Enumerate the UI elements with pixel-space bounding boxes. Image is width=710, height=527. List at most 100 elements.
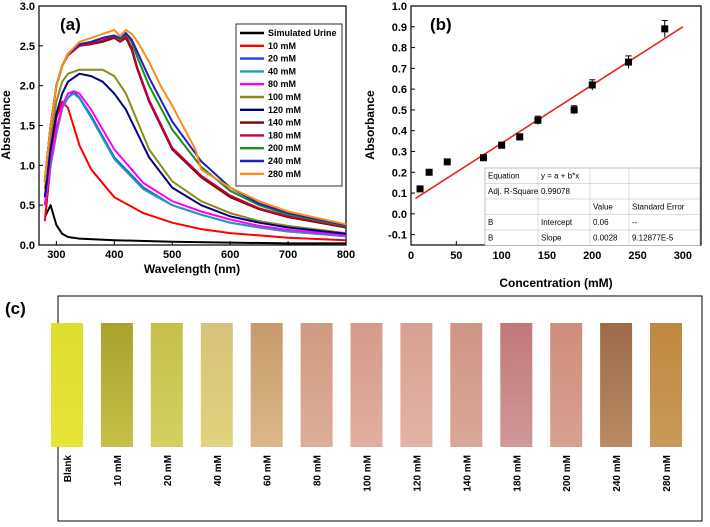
fit-table-cell: 0.06 — [593, 218, 609, 227]
b-xtick-label: 250 — [628, 250, 646, 262]
series-line — [43, 72, 347, 235]
test-strip — [650, 323, 682, 447]
fit-table-cell: Standard Error — [632, 203, 685, 212]
data-point — [661, 25, 669, 33]
data-point — [416, 185, 424, 193]
strip-label: 100 mM — [363, 455, 374, 492]
test-strip — [250, 323, 283, 447]
b-xtick-label: 150 — [538, 250, 556, 262]
fit-table-cell: B — [488, 218, 493, 227]
b-ytick-label: 0.9 — [392, 22, 407, 34]
legend-entry: 120 mM — [268, 105, 301, 115]
data-point — [498, 141, 506, 149]
test-strip — [51, 323, 83, 447]
strip-label: 20 mM — [163, 455, 174, 486]
fit-table-cell: Slope — [541, 234, 562, 243]
b-ytick-label: 0.4 — [392, 126, 408, 138]
b-xtick-label: 200 — [583, 250, 601, 262]
test-strip — [450, 323, 483, 447]
fit-table-cell: 9.12877E-5 — [632, 234, 674, 243]
a-xtick-label: 600 — [221, 249, 239, 261]
test-strip — [150, 323, 183, 447]
panel-a-label: (a) — [60, 15, 81, 34]
test-strip — [550, 323, 583, 447]
panel-b-label: (b) — [430, 15, 452, 34]
b-ytick-label: 0.5 — [392, 105, 407, 117]
panel-a-xlabel: Wavelength (nm) — [144, 262, 240, 276]
test-strip — [600, 323, 633, 447]
data-point — [534, 116, 542, 124]
strip-label: Blank — [63, 455, 74, 483]
strip-label: 240 mM — [612, 455, 623, 492]
panel-b-calibration-chart: (b) 0 50 100 150 200 250 300 -0.1 0.0 0.1 0.2 0.3 0… — [363, 1, 702, 290]
b-ytick-label: 0.6 — [392, 84, 407, 96]
fit-line — [415, 26, 684, 200]
b-ytick-label: 1.0 — [392, 1, 407, 13]
b-ytick-label: 0.2 — [392, 167, 407, 179]
b-xtick-label: 50 — [450, 250, 462, 262]
a-ytick-label: 0.5 — [20, 200, 35, 212]
series-line — [43, 90, 347, 237]
b-ytick-label: 0.8 — [392, 43, 407, 55]
b-ytick-label: 0.3 — [392, 146, 407, 158]
a-ytick-label: 3.0 — [20, 1, 35, 13]
legend-entry: 20 mM — [268, 54, 296, 64]
panel-a-ylabel: Absorbance — [0, 90, 13, 160]
b-xtick-label: 0 — [408, 250, 414, 262]
test-strip — [500, 323, 533, 447]
strip-label: 280 mM — [662, 455, 673, 492]
strip-label: 180 mM — [512, 455, 523, 492]
data-point — [425, 168, 433, 176]
fit-table-cell: 0.0028 — [593, 234, 618, 243]
panel-c-test-strips: (c) Blank 10 mM 20 mM 40 mM 60 mM 80 mM 100 mM… — [5, 295, 703, 522]
b-ytick-label: 0.7 — [392, 63, 407, 75]
fit-table-cell: -- — [632, 218, 638, 227]
data-point — [480, 154, 487, 162]
a-xtick-label: 700 — [279, 249, 297, 261]
legend-entry: 240 mM — [268, 156, 301, 166]
fit-table-cell: 0.99078 — [541, 187, 570, 196]
legend-entry: 200 mM — [268, 143, 301, 153]
fit-table-cell: y = a + b*x — [541, 172, 579, 181]
legend-entry: 280 mM — [268, 169, 301, 179]
panel-b-ylabel: Absorbance — [363, 90, 377, 160]
test-strip — [350, 323, 383, 447]
b-xtick-label: 300 — [674, 250, 692, 262]
test-strip — [200, 323, 233, 447]
fit-table-cell: Adj. R-Square — [488, 187, 539, 196]
fit-table-cell: Intercept — [541, 218, 573, 227]
panel-c-label: (c) — [5, 299, 26, 318]
b-ytick-label: 0.0 — [392, 209, 407, 221]
data-point — [570, 106, 578, 114]
data-point — [588, 81, 596, 89]
legend-box — [235, 23, 343, 187]
strip-label: 200 mM — [562, 455, 573, 492]
test-strip — [400, 323, 433, 447]
a-xtick-label: 800 — [337, 249, 355, 261]
legend-entry: 180 mM — [268, 130, 301, 140]
a-xtick-label: 300 — [47, 249, 65, 261]
legend-entry: 40 mM — [268, 66, 296, 76]
a-ytick-label: 2.5 — [20, 41, 35, 53]
strip-label: 10 mM — [113, 455, 124, 486]
legend-entry: 100 mM — [268, 92, 301, 102]
data-point — [625, 58, 632, 66]
legend-entry: 140 mM — [268, 118, 301, 128]
series-line — [43, 28, 347, 226]
a-ytick-label: 1.5 — [20, 121, 35, 133]
fit-table-cell: B — [488, 234, 493, 243]
panel-b-xlabel: Concentration (mM) — [499, 276, 612, 290]
series-line — [43, 204, 346, 245]
a-xtick-label: 400 — [105, 249, 123, 261]
b-ytick-label: 0.1 — [392, 188, 407, 200]
panel-a-legend: Simulated Urine 10 mM 20 mM 40 mM 80 mM 100 m… — [235, 23, 343, 187]
series-line — [43, 100, 347, 242]
a-ytick-label: 1.0 — [20, 160, 35, 172]
strip-label: 80 mM — [313, 455, 324, 486]
b-xtick-label: 100 — [492, 250, 510, 262]
strip-label: 40 mM — [213, 455, 224, 486]
legend-entry: 10 mM — [268, 41, 296, 51]
b-ytick-label: -0.1 — [388, 230, 407, 242]
